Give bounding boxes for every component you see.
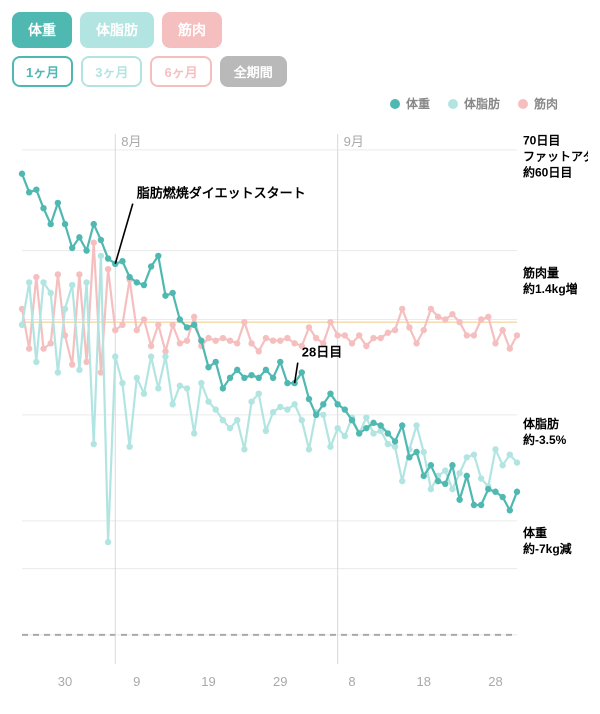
legend-weight: 体重 bbox=[390, 95, 430, 112]
legend-dot-weight bbox=[390, 99, 400, 109]
chart-svg: 8月 9月 30 9 19 29 8 18 28 脂肪燃焼ダイエットスタート 28日目 70日目ファッ… bbox=[12, 116, 588, 696]
legend: 体重 体脂肪 筋肉 bbox=[12, 95, 558, 112]
svg-text:体脂肪: 体脂肪 bbox=[523, 416, 559, 431]
svg-text:28日目: 28日目 bbox=[302, 345, 342, 360]
svg-text:8: 8 bbox=[348, 674, 355, 689]
svg-text:29: 29 bbox=[273, 674, 287, 689]
legend-label-muscle: 筋肉 bbox=[534, 95, 558, 112]
svg-text:8月: 8月 bbox=[121, 134, 141, 149]
period-3m[interactable]: 3ヶ月 bbox=[81, 56, 142, 87]
svg-text:18: 18 bbox=[417, 674, 431, 689]
svg-text:脂肪燃焼ダイエットスタート: 脂肪燃焼ダイエットスタート bbox=[136, 186, 306, 201]
svg-text:30: 30 bbox=[58, 674, 72, 689]
svg-text:筋肉量: 筋肉量 bbox=[522, 265, 559, 280]
svg-text:約1.4kg増: 約1.4kg増 bbox=[523, 281, 578, 296]
legend-label-bodyfat: 体脂肪 bbox=[464, 95, 500, 112]
svg-text:9月: 9月 bbox=[344, 134, 364, 149]
svg-text:70日目: 70日目 bbox=[523, 134, 560, 148]
period-tabs: 1ヶ月 3ヶ月 6ヶ月 全期間 bbox=[12, 56, 588, 87]
legend-muscle: 筋肉 bbox=[518, 95, 558, 112]
tab-muscle[interactable]: 筋肉 bbox=[162, 12, 222, 48]
svg-text:約60日目: 約60日目 bbox=[523, 165, 572, 180]
svg-text:9: 9 bbox=[133, 674, 140, 689]
legend-bodyfat: 体脂肪 bbox=[448, 95, 500, 112]
period-1m[interactable]: 1ヶ月 bbox=[12, 56, 73, 87]
metric-tabs: 体重 体脂肪 筋肉 bbox=[12, 12, 588, 48]
svg-text:ファットアダプト: ファットアダプト bbox=[523, 149, 588, 164]
legend-dot-muscle bbox=[518, 99, 528, 109]
legend-label-weight: 体重 bbox=[406, 95, 430, 112]
period-all[interactable]: 全期間 bbox=[220, 56, 287, 87]
svg-text:体重: 体重 bbox=[523, 525, 547, 540]
tab-weight[interactable]: 体重 bbox=[12, 12, 72, 48]
svg-text:約-7kg減: 約-7kg減 bbox=[523, 541, 572, 556]
svg-text:28: 28 bbox=[488, 674, 502, 689]
svg-text:約-3.5%: 約-3.5% bbox=[523, 432, 567, 447]
legend-dot-bodyfat bbox=[448, 99, 458, 109]
chart: 8月 9月 30 9 19 29 8 18 28 脂肪燃焼ダイエットスタート 28日目 70日目ファッ… bbox=[12, 116, 588, 701]
period-6m[interactable]: 6ヶ月 bbox=[150, 56, 211, 87]
svg-text:19: 19 bbox=[201, 674, 215, 689]
tab-bodyfat[interactable]: 体脂肪 bbox=[80, 12, 154, 48]
